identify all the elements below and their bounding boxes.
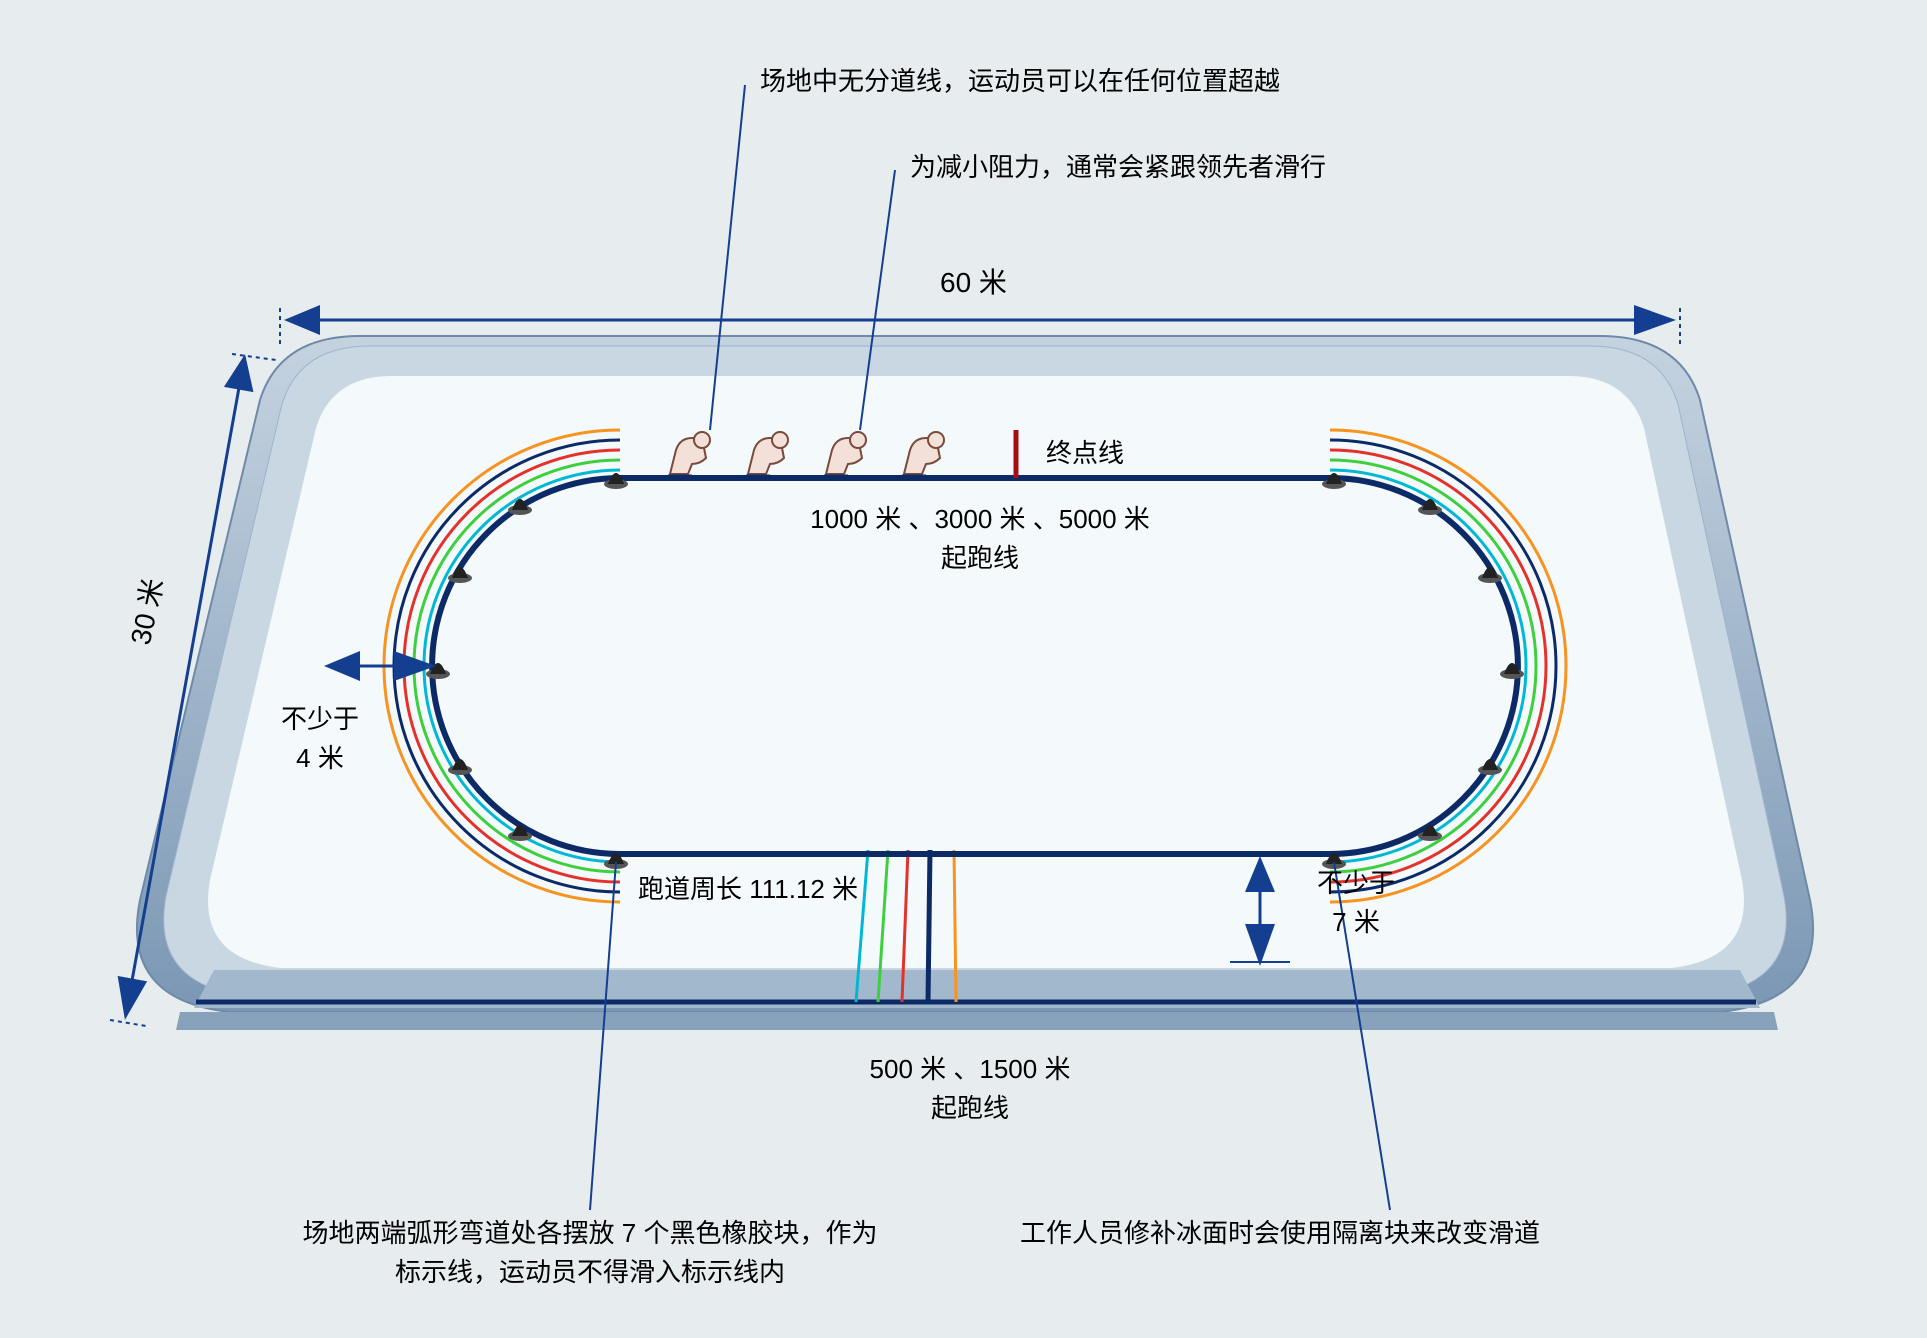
footnote-markers-l2: 标示线，运动员不得滑入标示线内 xyxy=(395,1257,785,1287)
bottom-start-line: 500 米 、1500 米 起跑线 xyxy=(790,1050,1150,1128)
length-dimension: 60 米 xyxy=(940,262,1007,304)
note-drafting: 为减小阻力，通常会紧跟领先者滑行 xyxy=(910,148,1326,187)
top-start-distances: 1000 米 、3000 米 、5000 米 xyxy=(810,504,1150,534)
side-clearance: 不少于 4 米 xyxy=(250,700,390,778)
finish-line-label: 终点线 xyxy=(1046,434,1124,473)
bottom-start-caption: 起跑线 xyxy=(931,1093,1009,1123)
side-clearance-l2: 4 米 xyxy=(296,743,344,773)
top-start-line: 1000 米 、3000 米 、5000 米 起跑线 xyxy=(720,500,1240,578)
top-start-caption: 起跑线 xyxy=(941,543,1019,573)
footnote-markers: 场地两端弧形弯道处各摆放 7 个黑色橡胶块，作为 标示线，运动员不得滑入标示线内 xyxy=(210,1214,970,1292)
note-no-lanes: 场地中无分道线，运动员可以在任何位置超越 xyxy=(760,62,1280,101)
side-clearance-l1: 不少于 xyxy=(281,704,359,734)
bottom-clearance-l2: 7 米 xyxy=(1332,907,1380,937)
bottom-clearance: 不少于 7 米 xyxy=(1286,864,1426,942)
perimeter-label: 跑道周长 111.12 米 xyxy=(638,870,858,909)
rink xyxy=(137,336,1813,1030)
bottom-clearance-l1: 不少于 xyxy=(1317,868,1395,898)
footnote-markers-l1: 场地两端弧形弯道处各摆放 7 个黑色橡胶块，作为 xyxy=(303,1218,878,1248)
bottom-start-distances: 500 米 、1500 米 xyxy=(870,1054,1071,1084)
diagram-canvas xyxy=(0,0,1927,1338)
footnote-resurface: 工作人员修补冰面时会使用隔离块来改变滑道 xyxy=(1020,1214,1540,1253)
